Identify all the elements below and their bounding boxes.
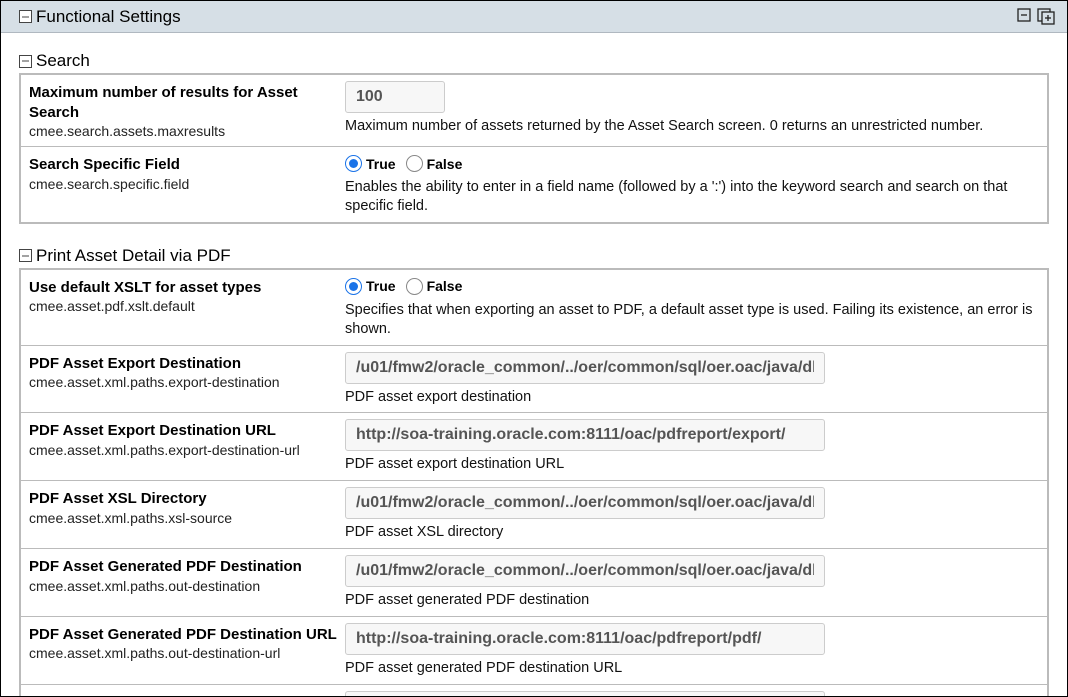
setting-row-export-dest: PDF Asset Export Destination cmee.asset.… [21, 345, 1047, 413]
setting-row-specific-field: Search Specific Field cmee.search.specif… [21, 146, 1047, 222]
section-header-search: Search [19, 51, 1049, 71]
panel-header: Functional Settings [1, 1, 1067, 33]
setting-key: cmee.asset.xml.paths.xsl-source [29, 509, 345, 527]
collapse-all-icon[interactable] [1017, 8, 1035, 26]
setting-description: PDF asset export destination URL [345, 455, 1039, 474]
radio-true-label: True [366, 156, 396, 172]
setting-description: PDF asset generated PDF destination [345, 591, 1039, 610]
setting-key: cmee.asset.xml.paths.export-destination [29, 373, 345, 391]
setting-label: PDF Asset Generated PDF Destination URL [29, 625, 345, 645]
setting-description: Specifies that when exporting an asset t… [345, 301, 1039, 339]
setting-key: cmee.search.specific.field [29, 175, 345, 193]
setting-key: cmee.asset.xml.paths.out-destination [29, 577, 345, 595]
gen-pdf-dest-url-input[interactable] [345, 623, 825, 655]
radio-false-label: False [427, 156, 463, 172]
radio-false-label: False [427, 278, 463, 294]
radio-true[interactable] [345, 155, 362, 172]
settings-table-search: Maximum number of results for Asset Sear… [19, 73, 1049, 224]
setting-key: cmee.search.assets.maxresults [29, 122, 345, 140]
expand-all-icon[interactable] [1037, 8, 1057, 26]
collapse-icon[interactable] [19, 55, 32, 68]
radio-false[interactable] [406, 155, 423, 172]
setting-row-export-dest-url: PDF Asset Export Destination URL cmee.as… [21, 412, 1047, 480]
panel-title: Functional Settings [36, 7, 181, 27]
setting-row-max-results: Maximum number of results for Asset Sear… [21, 75, 1047, 146]
max-results-input[interactable] [345, 81, 445, 113]
collapse-icon[interactable] [19, 249, 32, 262]
setting-row-gen-pdf-dest: PDF Asset Generated PDF Destination cmee… [21, 548, 1047, 616]
section-header-print: Print Asset Detail via PDF [19, 246, 1049, 266]
radio-false[interactable] [406, 278, 423, 295]
setting-label: PDF Asset Export Destination URL [29, 421, 345, 441]
gen-pdf-dest-input[interactable] [345, 555, 825, 587]
setting-label: Search Specific Field [29, 155, 345, 175]
xsl-dir-input[interactable] [345, 487, 825, 519]
export-dest-url-input[interactable] [345, 419, 825, 451]
settings-panel: Functional Settings Search Maximum [0, 0, 1068, 697]
setting-label: PDF Asset Export WebApp URL [29, 693, 345, 697]
setting-description: Enables the ability to enter in a field … [345, 178, 1039, 216]
webapp-url-input[interactable] [345, 691, 825, 697]
setting-label: Maximum number of results for Asset Sear… [29, 83, 345, 122]
setting-label: PDF Asset XSL Directory [29, 489, 345, 509]
setting-row-webapp-url: PDF Asset Export WebApp URL cmee.asset.x… [21, 684, 1047, 697]
setting-description: PDF asset export destination [345, 388, 1039, 407]
setting-row-xsl-dir: PDF Asset XSL Directory cmee.asset.xml.p… [21, 480, 1047, 548]
setting-label: PDF Asset Generated PDF Destination [29, 557, 345, 577]
radio-true-label: True [366, 278, 396, 294]
setting-key: cmee.asset.xml.paths.export-destination-… [29, 441, 345, 459]
section-title: Print Asset Detail via PDF [36, 246, 231, 266]
setting-description: Maximum number of assets returned by the… [345, 117, 1039, 136]
collapse-icon[interactable] [19, 10, 32, 23]
export-dest-input[interactable] [345, 352, 825, 384]
setting-description: PDF asset generated PDF destination URL [345, 659, 1039, 678]
setting-row-default-xslt: Use default XSLT for asset types cmee.as… [21, 270, 1047, 345]
setting-label: PDF Asset Export Destination [29, 354, 345, 374]
setting-key: cmee.asset.xml.paths.out-destination-url [29, 644, 345, 662]
setting-description: PDF asset XSL directory [345, 523, 1039, 542]
settings-table-print: Use default XSLT for asset types cmee.as… [19, 268, 1049, 697]
setting-label: Use default XSLT for asset types [29, 278, 345, 298]
setting-key: cmee.asset.pdf.xslt.default [29, 297, 345, 315]
setting-row-gen-pdf-dest-url: PDF Asset Generated PDF Destination URL … [21, 616, 1047, 684]
radio-true[interactable] [345, 278, 362, 295]
section-title: Search [36, 51, 90, 71]
